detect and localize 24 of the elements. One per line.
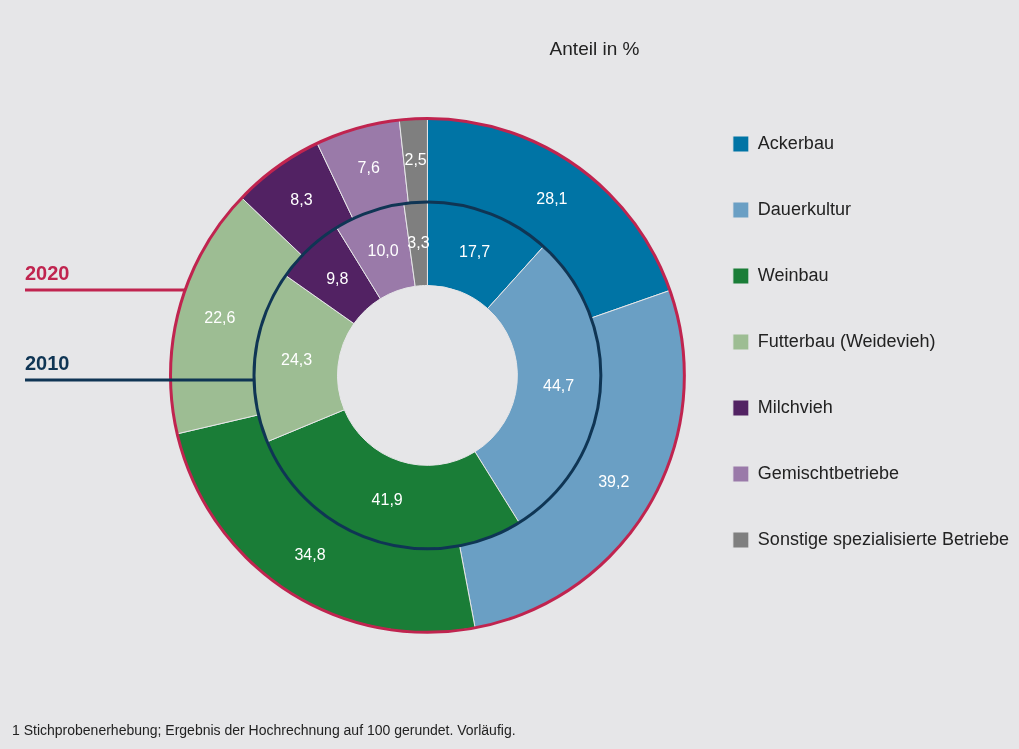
data-label: 9,8 bbox=[326, 269, 349, 287]
data-label: 44,7 bbox=[543, 377, 575, 395]
text: 1 Stichprobenerhebung; Ergebnis der Hochrechnung auf 100 gerundet. Vorläufig. bbox=[12, 722, 516, 738]
data-label: 8,3 bbox=[290, 191, 313, 209]
legend-label: Milchvieh bbox=[757, 396, 833, 417]
legend-label: Weinbau bbox=[757, 264, 829, 285]
legend-label: Ackerbau bbox=[757, 132, 834, 153]
data-label: 17,7 bbox=[459, 242, 491, 260]
slice-label: 2010 bbox=[25, 352, 70, 374]
data-label: 10,0 bbox=[367, 241, 399, 259]
data-label: 24,3 bbox=[280, 351, 313, 369]
legend-label: Sonstige spezialisierte Betriebe bbox=[757, 528, 1009, 549]
data-label: 39,2 bbox=[598, 473, 630, 491]
data-label: 34,8 bbox=[294, 546, 326, 564]
legend-label: Gemischtbetriebe bbox=[757, 462, 899, 483]
legend-label: Futterbau (Weidevieh) bbox=[757, 330, 936, 351]
legend-label: Dauerkultur bbox=[757, 198, 851, 219]
data-label: 41,9 bbox=[371, 491, 403, 509]
data-label: 7,6 bbox=[357, 158, 380, 176]
data-label: 2,5 bbox=[404, 150, 427, 168]
data-label: 28,1 bbox=[536, 190, 568, 208]
slice-label: 2020 bbox=[25, 262, 70, 284]
data-label: 22,6 bbox=[204, 309, 236, 327]
chart-title: Anteil in % bbox=[549, 37, 640, 59]
